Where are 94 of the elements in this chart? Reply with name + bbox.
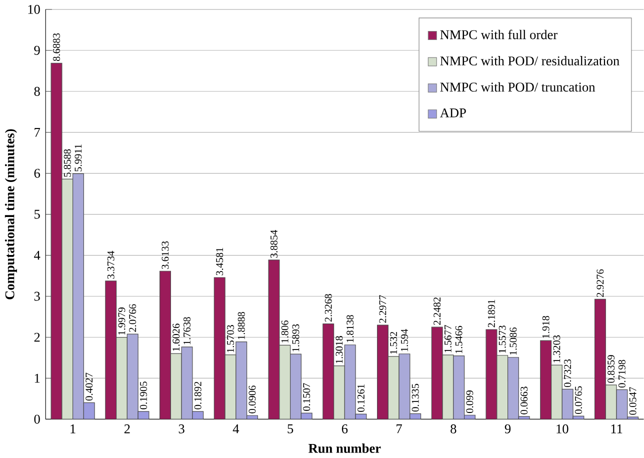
data-label: 1.806 bbox=[281, 320, 288, 343]
x-tick-label: 8 bbox=[450, 424, 456, 434]
data-label: 0.099 bbox=[466, 390, 474, 414]
data-label: 3.6133 bbox=[162, 241, 169, 269]
bar bbox=[279, 344, 291, 420]
bar bbox=[116, 337, 128, 420]
bar bbox=[72, 173, 84, 420]
x-tick-label: 2 bbox=[124, 424, 130, 434]
legend-label: NMPC with POD/ truncation bbox=[440, 82, 596, 92]
bar bbox=[126, 334, 138, 420]
data-label: 1.5677 bbox=[444, 325, 452, 352]
bar bbox=[453, 356, 465, 420]
data-label: 1.3018 bbox=[336, 336, 343, 364]
data-label: 1.918 bbox=[542, 316, 550, 338]
data-label: 1.5573 bbox=[498, 326, 506, 353]
bar bbox=[605, 384, 617, 420]
data-label: 1.7638 bbox=[183, 317, 190, 344]
bar bbox=[334, 366, 345, 420]
data-label: 2.2977 bbox=[379, 295, 386, 323]
data-label: 5.8588 bbox=[64, 149, 71, 177]
y-axis-title: Computational time (minutes) bbox=[4, 129, 17, 300]
x-tick-label: 3 bbox=[178, 424, 184, 434]
data-label: 1.8888 bbox=[238, 312, 245, 340]
y-tick-label: 7 bbox=[34, 128, 40, 137]
data-label: 2.0766 bbox=[129, 304, 136, 332]
y-tick-label: 3 bbox=[34, 292, 40, 301]
bar bbox=[550, 364, 562, 420]
data-label: 1.5703 bbox=[226, 325, 234, 352]
y-tick-label: 10 bbox=[28, 4, 40, 14]
bar bbox=[224, 354, 236, 420]
y-tick-label: 2 bbox=[34, 332, 40, 342]
bar bbox=[236, 342, 248, 420]
data-label: 1.3203 bbox=[553, 335, 560, 362]
data-label: 0.7323 bbox=[564, 359, 572, 388]
data-label: 0.1261 bbox=[357, 384, 364, 412]
data-label: 1.5893 bbox=[292, 324, 300, 352]
data-label: 1.594 bbox=[400, 329, 408, 352]
x-axis-title: Run number bbox=[308, 444, 381, 453]
data-label: 2.1891 bbox=[488, 300, 495, 328]
y-tick-label: 4 bbox=[34, 250, 40, 260]
bar bbox=[616, 389, 628, 420]
data-label: 1.8138 bbox=[346, 315, 354, 342]
data-label: 0.4027 bbox=[86, 372, 93, 401]
data-label: 8.6883 bbox=[52, 33, 60, 62]
bar bbox=[290, 354, 302, 420]
data-label: 1.9979 bbox=[118, 308, 126, 335]
data-label: 0.1335 bbox=[412, 384, 419, 412]
data-label: 0.1905 bbox=[140, 382, 147, 410]
data-label: 1.5466 bbox=[455, 326, 462, 354]
x-tick-label: 1 bbox=[70, 424, 76, 434]
data-label: 2.3268 bbox=[324, 294, 332, 322]
y-tick-label: 9 bbox=[34, 46, 40, 55]
data-label: 1.532 bbox=[390, 332, 398, 354]
data-label: 3.8854 bbox=[270, 230, 278, 258]
bar bbox=[496, 355, 508, 420]
data-label: 0.0906 bbox=[248, 386, 256, 414]
bar bbox=[181, 346, 193, 420]
data-label: 0.0663 bbox=[520, 386, 528, 414]
y-tick-label: 5 bbox=[34, 210, 40, 219]
data-label: 0.8359 bbox=[608, 355, 615, 383]
y-tick-label: 8 bbox=[34, 86, 40, 96]
data-label: 0.1507 bbox=[303, 383, 310, 411]
x-tick-label: 11 bbox=[611, 424, 622, 434]
data-label: 0.0547 bbox=[629, 387, 636, 415]
x-tick-label: 4 bbox=[232, 424, 240, 434]
x-tick-label: 6 bbox=[342, 424, 348, 434]
bar bbox=[344, 344, 356, 420]
x-tick-label: 9 bbox=[504, 424, 511, 434]
data-label: 0.0765 bbox=[574, 386, 582, 414]
bar bbox=[507, 357, 519, 420]
data-label: 5.9911 bbox=[74, 144, 82, 172]
bar bbox=[398, 354, 410, 420]
bar bbox=[562, 388, 574, 420]
x-tick-label: 10 bbox=[556, 424, 568, 434]
bar bbox=[442, 354, 454, 420]
x-tick-label: 5 bbox=[288, 424, 294, 434]
legend-label: ADP bbox=[440, 108, 466, 118]
data-label: 0.7198 bbox=[618, 360, 626, 388]
x-tick-label: 7 bbox=[396, 424, 402, 434]
y-tick-label: 0 bbox=[34, 414, 40, 424]
data-label: 3.4581 bbox=[216, 248, 224, 276]
y-tick-label: 6 bbox=[34, 168, 40, 178]
y-tick-label: 1 bbox=[34, 374, 40, 383]
data-label: 1.5086 bbox=[510, 328, 517, 355]
bar bbox=[170, 353, 182, 420]
data-label: 2.2482 bbox=[434, 298, 441, 325]
legend-label: NMPC with full order bbox=[440, 30, 558, 40]
data-label: 3.3734 bbox=[107, 251, 114, 279]
data-label: 1.6026 bbox=[172, 324, 180, 351]
data-label: 0.1892 bbox=[194, 382, 202, 410]
data-label: 2.9276 bbox=[596, 269, 604, 298]
bar bbox=[388, 356, 400, 420]
bar bbox=[62, 178, 74, 420]
legend-label: NMPC with POD/ residualization bbox=[440, 56, 620, 66]
